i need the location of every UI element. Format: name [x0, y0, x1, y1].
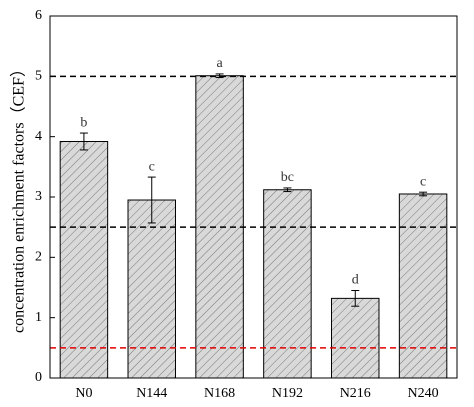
x-tick-label: N240 [408, 386, 439, 401]
y-tick-label: 3 [35, 189, 42, 204]
significance-letter: c [149, 159, 155, 174]
bar-hatch [331, 297, 380, 379]
x-tick-label: N168 [204, 386, 235, 401]
y-tick-label: 1 [35, 310, 42, 325]
y-tick-label: 5 [35, 69, 42, 84]
bar-hatch [59, 140, 109, 379]
significance-letter: bc [281, 170, 294, 185]
y-axis-label: concentration enrichment factors（CEF） [10, 61, 28, 333]
bar-hatch [263, 189, 312, 379]
x-tick-label: N144 [136, 386, 167, 401]
y-tick-label: 2 [35, 250, 42, 265]
significance-letter: d [352, 273, 359, 288]
y-tick-label: 6 [35, 8, 42, 23]
x-tick-label: N216 [340, 386, 371, 401]
bar-hatch [398, 193, 448, 379]
x-tick-label: N0 [75, 386, 92, 401]
significance-letter: c [420, 174, 426, 189]
significance-letter: b [80, 115, 87, 130]
plot-frame [49, 15, 458, 379]
y-tick-label: 4 [35, 129, 42, 144]
x-tick-label: N192 [272, 386, 303, 401]
y-tick-label: 0 [35, 370, 42, 385]
significance-letter: a [216, 56, 223, 71]
